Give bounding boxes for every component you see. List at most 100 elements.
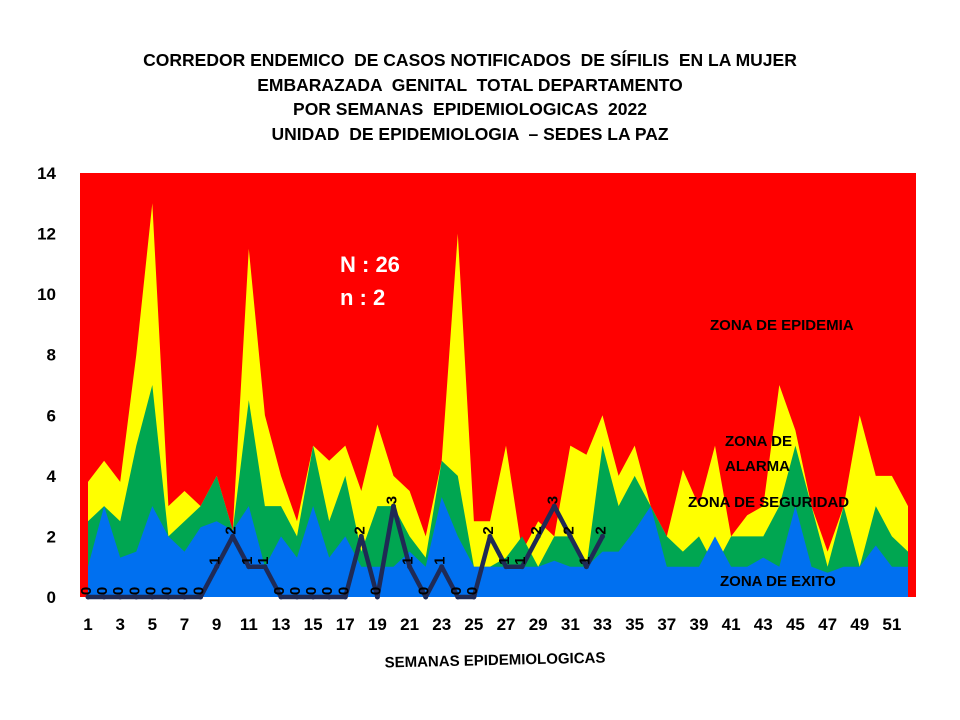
x-axis-ticks: 1 3 5 7 9 11 13 15 17 19 21 23 25 27 29 31 33 35 37 39 41 43 4… [83,615,901,634]
case-point [262,564,268,570]
case-point [567,533,573,539]
case-data-label: 0 [335,587,352,595]
case-point [423,594,429,600]
case-point [374,594,380,600]
case-data-label: 0 [191,587,208,595]
y-tick-label: 14 [37,164,56,183]
case-data-label: 2 [593,526,610,534]
x-tick-label: 7 [180,615,189,634]
case-data-label: 1 [207,557,224,565]
case-point [519,564,525,570]
x-tick-label: 47 [818,615,837,634]
case-point [535,533,541,539]
case-data-label: 0 [287,587,304,595]
zone-exito-label: ZONA DE EXITO [720,573,836,590]
case-point [182,594,187,600]
x-tick-label: 35 [625,615,644,634]
case-point [391,503,396,509]
x-tick-label: 41 [722,615,741,634]
x-tick-label: 19 [368,615,387,634]
zone-alarma-label-line1: ZONA DE [725,433,792,450]
case-point [439,564,445,570]
case-data-label: 2 [351,526,368,534]
zone-alarma-area [88,203,908,598]
case-data-label: 1 [239,557,256,565]
case-data-label: 0 [158,587,175,595]
case-point [230,533,236,539]
x-axis-title: SEMANAS EPIDEMIOLOGICAS [384,649,605,671]
y-tick-label: 6 [47,406,56,425]
case-data-label: 0 [448,587,465,595]
case-data-label: 1 [576,557,593,565]
case-point [407,564,413,570]
zone-alarma-label-line2: ALARMA [725,458,790,475]
x-tick-label: 51 [882,615,901,634]
zone-epidemia-label: ZONA DE EPIDEMIA [710,317,854,334]
case-data-label: 0 [367,587,384,595]
title-line-4: UNIDAD DE EPIDEMIOLOGIA – SEDES LA PAZ [271,123,669,144]
zone-exito-area [88,497,908,597]
annotation-N: N : 26 [340,252,400,277]
case-point [551,503,557,509]
x-tick-label: 11 [240,615,258,634]
x-tick-label: 23 [432,615,451,634]
x-tick-label: 1 [83,615,92,634]
case-point [278,594,284,600]
case-data-label: 0 [303,587,320,595]
y-tick-label: 0 [47,588,56,607]
title-line-1: CORREDOR ENDEMICO DE CASOS NOTIFICADOS D… [143,50,797,70]
case-data-label: 0 [416,587,433,595]
case-point [326,594,332,600]
case-point [342,594,348,600]
case-point [165,594,171,600]
x-tick-label: 29 [529,615,548,634]
case-point [85,594,91,600]
y-tick-label: 8 [47,346,56,365]
x-tick-label: 3 [115,615,124,634]
x-tick-label: 33 [593,615,612,634]
case-point [583,564,589,570]
case-data-label: 0 [319,587,336,595]
case-point [487,533,493,539]
case-point [117,594,123,600]
case-point [455,594,461,600]
zone-seguridad-area [88,385,908,597]
x-tick-label: 43 [754,615,773,634]
x-tick-label: 37 [657,615,676,634]
case-data-label: 2 [560,526,577,534]
x-tick-label: 9 [212,615,221,634]
case-point [101,594,107,600]
x-tick-label: 13 [272,615,291,634]
x-tick-label: 49 [850,615,869,634]
case-data-label: 1 [400,557,417,565]
case-data-label: 2 [528,526,545,534]
case-data-label: 1 [512,557,529,565]
case-data-label: 0 [142,587,159,595]
x-tick-label: 17 [336,615,355,634]
x-tick-label: 45 [786,615,805,634]
chart-title: CORREDOR ENDEMICO DE CASOS NOTIFICADOS D… [0,48,940,146]
x-tick-label: 21 [400,615,419,634]
y-tick-label: 4 [47,467,57,486]
case-data-label: 3 [544,496,561,504]
y-tick-label: 10 [37,285,56,304]
y-tick-label: 2 [47,527,56,546]
case-point [294,594,300,600]
case-data-label: 0 [94,587,111,595]
case-point [471,594,477,600]
case-data-label: 1 [255,557,272,565]
case-data-label: 0 [464,587,481,595]
x-tick-label: 39 [690,615,709,634]
case-data-label: 2 [223,526,240,534]
case-data-label: 0 [175,587,192,595]
x-tick-label: 5 [148,615,157,634]
title-line-3: POR SEMANAS EPIDEMIOLOGICAS 2022 [293,99,647,119]
annotation-n: n : 2 [340,285,385,310]
case-point [214,564,220,570]
title-line-2: EMBARAZADA GENITAL TOTAL DEPARTAMENTO [257,74,683,95]
case-points [85,503,605,600]
case-point [358,533,364,539]
case-data-label: 0 [271,587,288,595]
